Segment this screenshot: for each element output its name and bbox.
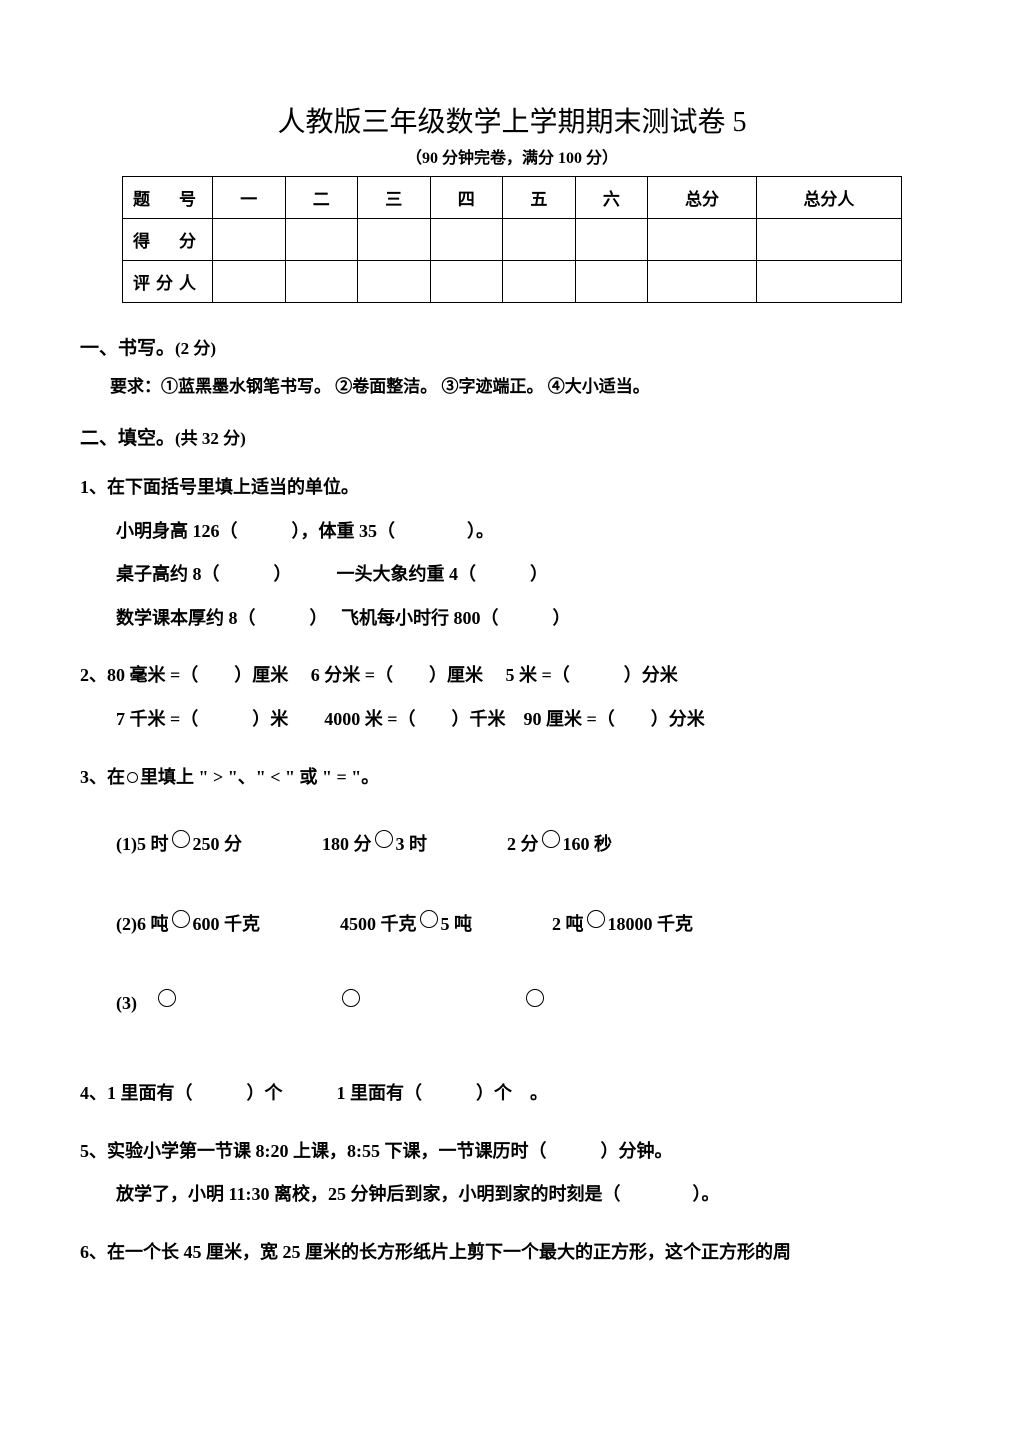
circle-icon [172, 910, 190, 928]
score-table: 题 号 一 二 三 四 五 六 总分 总分人 得 分 评分人 [122, 176, 902, 303]
question-5-line2: 放学了，小明 11:30 离校，25 分钟后到家，小明到家的时刻是（ ）。 [116, 1175, 944, 1215]
compare-item: 180 分 3 时 [322, 825, 427, 865]
question-6-text: 6、在一个长 45 厘米，宽 25 厘米的长方形纸片上剪下一个最大的正方形，这个… [80, 1233, 944, 1273]
question-4: 4、1 里面有（ ）个 1 里面有（ ）个 。 [80, 1074, 944, 1114]
compare-right: 18000 千克 [608, 905, 694, 945]
question-1-line1: 小明身高 126（ ），体重 35（ ）。 [116, 512, 944, 552]
compare-item: (1) 5 时 250 分 [116, 825, 242, 865]
circle-icon [127, 772, 138, 783]
row-label: 评分人 [123, 261, 213, 303]
compare-right: 600 千克 [193, 905, 261, 945]
row-prefix: (1) [116, 825, 137, 865]
compare-item: 4500 千克 5 吨 [340, 905, 472, 945]
circle-icon [526, 989, 544, 1007]
circle-icon [542, 830, 560, 848]
section-1-heading: 一、书写。(2 分) [80, 333, 944, 360]
col-header: 五 [503, 177, 576, 219]
question-6: 6、在一个长 45 厘米，宽 25 厘米的长方形纸片上剪下一个最大的正方形，这个… [80, 1233, 944, 1273]
empty-cell [213, 261, 286, 303]
question-3: 3、在里填上 " > "、" < " 或 " = "。 (1) 5 时 250 分… [80, 758, 944, 1024]
compare-right: 160 秒 [563, 825, 613, 865]
circle-icon [375, 830, 393, 848]
col-header: 三 [358, 177, 431, 219]
col-header: 六 [575, 177, 648, 219]
row-label: 得 分 [123, 219, 213, 261]
question-4-text: 4、1 里面有（ ）个 1 里面有（ ）个 。 [80, 1074, 944, 1114]
circle-icon [172, 830, 190, 848]
page-subtitle: （90 分钟完卷，满分 100 分） [80, 144, 944, 168]
compare-left: 2 分 [507, 825, 539, 865]
section-1-points: (2 分) [175, 339, 216, 358]
compare-right: 3 时 [396, 825, 428, 865]
compare-item [523, 995, 547, 1013]
question-2: 2、80 毫米 =（ ）厘米 6 分米 =（ ）厘米 5 米 =（ ）分米 7 … [80, 656, 944, 739]
empty-cell [430, 261, 503, 303]
empty-cell [285, 219, 358, 261]
col-header: 一 [213, 177, 286, 219]
question-1-line2: 桌子高约 8（ ） 一头大象约重 4（ ） [116, 555, 944, 595]
compare-left: 5 时 [137, 825, 169, 865]
section-2-points: (共 32 分) [175, 429, 246, 448]
compare-item: 2 分 160 秒 [507, 825, 612, 865]
question-2-line1: 2、80 毫米 =（ ）厘米 6 分米 =（ ）厘米 5 米 =（ ）分米 [80, 656, 944, 696]
empty-cell [503, 261, 576, 303]
question-2-line2: 7 千米 =（ ）米 4000 米 =（ ）千米 90 厘米 =（ ）分米 [116, 700, 944, 740]
col-header: 二 [285, 177, 358, 219]
empty-cell [358, 261, 431, 303]
section-2-heading: 二、填空。(共 32 分) [80, 423, 944, 450]
table-row: 得 分 [123, 219, 902, 261]
question-3-label: 3、在里填上 " > "、" < " 或 " = "。 [80, 758, 944, 798]
section-1-title: 一、书写。 [80, 338, 175, 359]
compare-left: 180 分 [322, 825, 372, 865]
compare-left: 2 吨 [552, 905, 584, 945]
question-1-line3: 数学课本厚约 8（ ） 飞机每小时行 800（ ） [116, 599, 944, 639]
compare-left: 6 吨 [137, 905, 169, 945]
col-header: 总分人 [756, 177, 901, 219]
question-5: 5、实验小学第一节课 8:20 上课，8:55 下课，一节课历时（ ）分钟。 放… [80, 1132, 944, 1215]
compare-left: 4500 千克 [340, 905, 417, 945]
empty-cell [430, 219, 503, 261]
empty-cell [648, 261, 757, 303]
empty-cell [756, 261, 901, 303]
circle-icon [158, 989, 176, 1007]
row-label: 题 号 [123, 177, 213, 219]
section-1-requirement: 要求：①蓝黑墨水钢笔书写。 ②卷面整洁。 ③字迹端正。 ④大小适当。 [110, 372, 944, 397]
question-3-row2: (2) 6 吨 600 千克 4500 千克 5 吨 2 吨 18000 千克 [116, 905, 944, 945]
empty-cell [648, 219, 757, 261]
circle-icon [420, 910, 438, 928]
question-1-label: 1、在下面括号里填上适当的单位。 [80, 468, 944, 508]
empty-cell [213, 219, 286, 261]
empty-cell [358, 219, 431, 261]
empty-cell [756, 219, 901, 261]
question-1: 1、在下面括号里填上适当的单位。 小明身高 126（ ），体重 35（ ）。 桌… [80, 468, 944, 638]
compare-right: 250 分 [193, 825, 243, 865]
question-3-row3: (3) [116, 984, 944, 1024]
empty-cell [285, 261, 358, 303]
compare-right: 5 吨 [441, 905, 473, 945]
col-header: 总分 [648, 177, 757, 219]
compare-item: 2 吨 18000 千克 [552, 905, 693, 945]
compare-item [339, 995, 363, 1013]
question-3-row1: (1) 5 时 250 分 180 分 3 时 2 分 160 秒 [116, 825, 944, 865]
row-prefix: (2) [116, 905, 137, 945]
question-5-line1: 5、实验小学第一节课 8:20 上课，8:55 下课，一节课历时（ ）分钟。 [80, 1132, 944, 1172]
col-header: 四 [430, 177, 503, 219]
compare-item: (2) 6 吨 600 千克 [116, 905, 260, 945]
row-prefix: (3) [116, 984, 137, 1024]
compare-item: (3) [116, 984, 179, 1024]
empty-cell [575, 261, 648, 303]
circle-icon [587, 910, 605, 928]
table-row: 评分人 [123, 261, 902, 303]
empty-cell [503, 219, 576, 261]
page-title: 人教版三年级数学上学期期末测试卷 5 [80, 100, 944, 140]
circle-icon [342, 989, 360, 1007]
empty-cell [575, 219, 648, 261]
section-2-title: 二、填空。 [80, 428, 175, 449]
table-row: 题 号 一 二 三 四 五 六 总分 总分人 [123, 177, 902, 219]
